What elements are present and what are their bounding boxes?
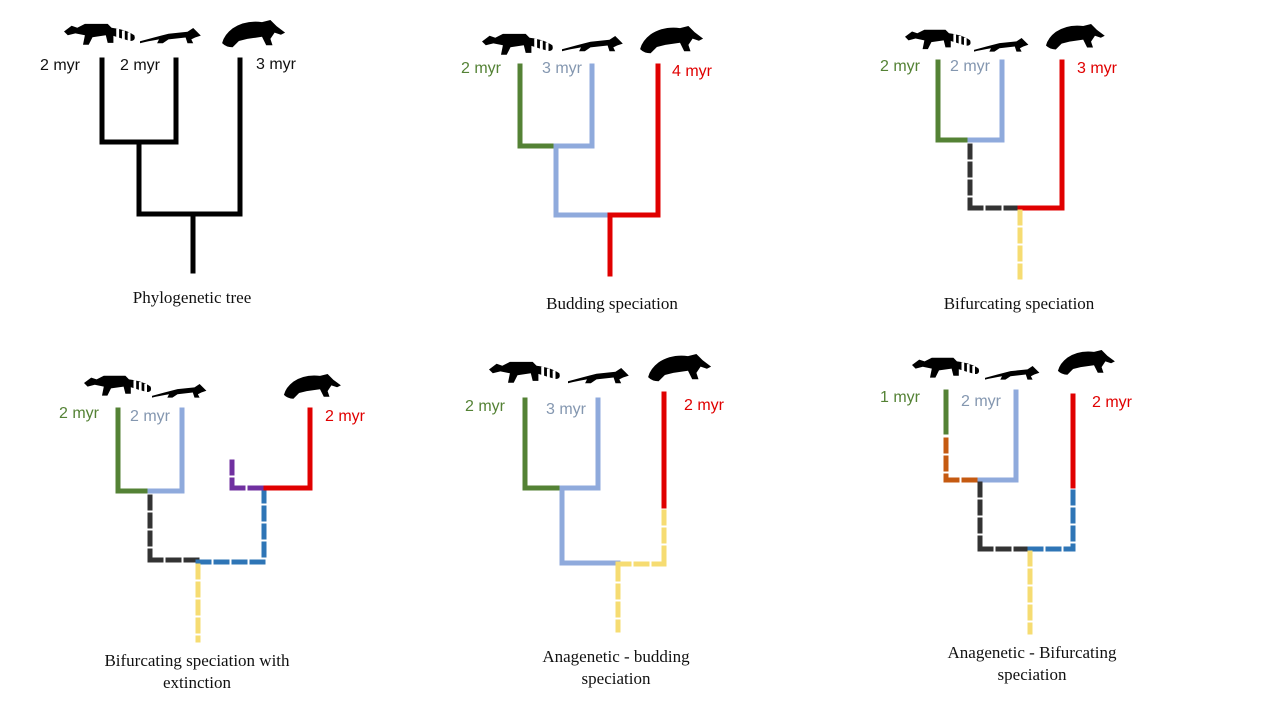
caption-line: extinction <box>163 673 231 692</box>
age-label: 2 myr <box>461 60 501 77</box>
weasel-icon <box>152 384 207 398</box>
age-label: 3 myr <box>256 56 296 73</box>
caption-line: Phylogenetic tree <box>132 288 252 307</box>
age-label: 2 myr <box>120 57 160 74</box>
weasel-icon <box>568 368 629 384</box>
age-label: 2 myr <box>59 405 99 422</box>
raccoon-icon <box>84 375 152 396</box>
caption-line: Bifurcating speciation <box>943 294 1095 313</box>
caption-line: Anagenetic - Bifurcating <box>947 643 1117 662</box>
age-label: 3 myr <box>546 401 586 418</box>
bearcat-icon <box>1045 24 1105 50</box>
age-label: 2 myr <box>950 58 990 75</box>
bearcat-icon <box>648 354 712 382</box>
caption-line: speciation <box>581 669 651 688</box>
age-label: 3 myr <box>1077 60 1117 77</box>
caption-bifurcating-speciation: Bifurcating speciation <box>919 293 1119 315</box>
weasel-icon <box>140 28 201 44</box>
weasel-icon <box>974 38 1029 52</box>
raccoon-icon <box>482 33 553 55</box>
age-label: 2 myr <box>880 58 920 75</box>
caption-line: Anagenetic - budding <box>542 647 690 666</box>
age-label: 1 myr <box>880 389 920 406</box>
raccoon-icon <box>64 23 135 45</box>
age-label: 3 myr <box>542 60 582 77</box>
caption-line: Budding speciation <box>546 294 678 313</box>
bearcat-icon <box>1057 350 1115 375</box>
age-label: 4 myr <box>672 63 712 80</box>
caption-anagenetic-bifurcating: Anagenetic - Bifurcating speciation <box>907 642 1157 686</box>
caption-anagenetic-budding: Anagenetic - budding speciation <box>491 646 741 690</box>
age-label: 2 myr <box>465 398 505 415</box>
caption-phylogenetic-tree: Phylogenetic tree <box>92 287 292 309</box>
raccoon-icon <box>912 357 980 378</box>
bearcat-icon <box>222 20 286 48</box>
age-label: 2 myr <box>1092 394 1132 411</box>
raccoon-icon <box>905 29 971 50</box>
caption-budding-speciation: Budding speciation <box>512 293 712 315</box>
caption-line: Bifurcating speciation with <box>104 651 290 670</box>
caption-line: speciation <box>997 665 1067 684</box>
age-label: 2 myr <box>961 393 1001 410</box>
age-label: 2 myr <box>40 57 80 74</box>
bearcat-icon <box>283 374 341 399</box>
raccoon-icon <box>489 361 560 383</box>
bearcat-icon <box>640 26 704 54</box>
weasel-icon <box>985 366 1040 380</box>
age-label: 2 myr <box>684 397 724 414</box>
weasel-icon <box>562 36 623 52</box>
age-label: 2 myr <box>130 408 170 425</box>
caption-bifurcating-extinction: Bifurcating speciation with extinction <box>72 650 322 694</box>
age-label: 2 myr <box>325 408 365 425</box>
